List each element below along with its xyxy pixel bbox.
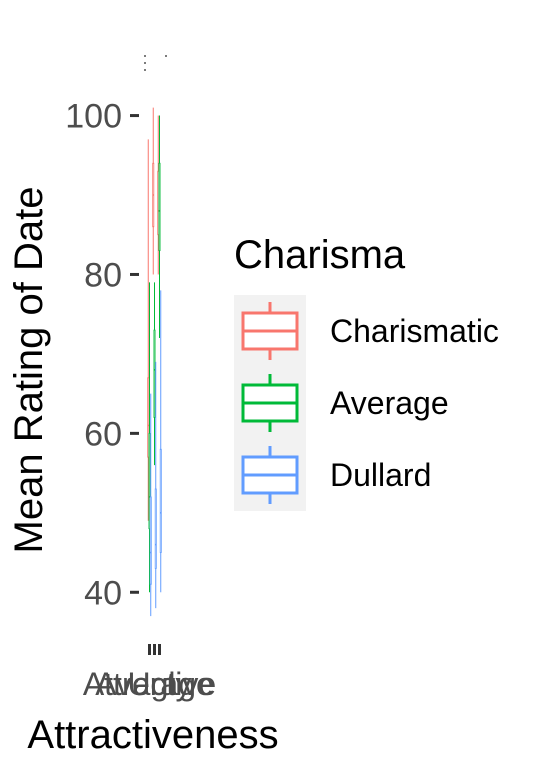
y-axis-title: Mean Rating of Date	[7, 187, 51, 554]
legend-item-dullard: Dullard	[241, 446, 431, 504]
legend: Charisma Charismatic Average Dullard	[234, 233, 499, 511]
outlier-point	[144, 69, 146, 71]
x-tick-label: Ugly	[127, 666, 191, 702]
box-body	[148, 432, 151, 530]
y-tick-label: 80	[84, 256, 122, 294]
y-tick-label: 40	[84, 574, 122, 612]
y-axis: 40 60 80 100	[65, 98, 139, 612]
outlier-point	[144, 55, 146, 57]
box-average-ugly	[158, 115, 161, 339]
x-axis-title: Attractiveness	[27, 713, 278, 757]
legend-key-dullard	[241, 446, 299, 504]
outlier-point	[165, 55, 167, 57]
legend-label-charismatic: Charismatic	[330, 313, 499, 349]
box-charismatic-attractive	[147, 139, 150, 521]
box-body	[153, 329, 156, 418]
box-dullard-ugly	[159, 290, 162, 593]
box-average-attractive	[148, 282, 151, 593]
y-tick-label: 100	[65, 98, 122, 136]
box-body	[149, 496, 152, 585]
x-tick-label: Average	[95, 666, 214, 702]
plot-area	[144, 55, 167, 617]
series-charismatic	[147, 107, 160, 521]
box-average-average	[153, 282, 156, 466]
y-tick-label: 60	[84, 415, 122, 453]
box-body	[159, 448, 162, 553]
box-body	[154, 488, 157, 569]
box-body	[158, 162, 161, 252]
legend-title: Charisma	[234, 233, 406, 277]
outlier-point	[144, 62, 146, 64]
legend-item-charismatic: Charismatic	[241, 302, 499, 360]
series-average	[148, 115, 161, 593]
legend-item-average: Average	[241, 374, 449, 432]
series-dullard	[149, 290, 162, 617]
box-dullard-average	[154, 361, 157, 609]
box-charismatic-average	[152, 107, 155, 275]
legend-key-average	[241, 374, 299, 432]
legend-label-dullard: Dullard	[330, 457, 431, 493]
box-dullard-attractive	[149, 393, 152, 617]
box-body	[147, 377, 150, 458]
x-tick-label: Attractive	[83, 666, 216, 702]
legend-label-average: Average	[330, 385, 449, 421]
legend-key-charismatic	[241, 302, 299, 360]
